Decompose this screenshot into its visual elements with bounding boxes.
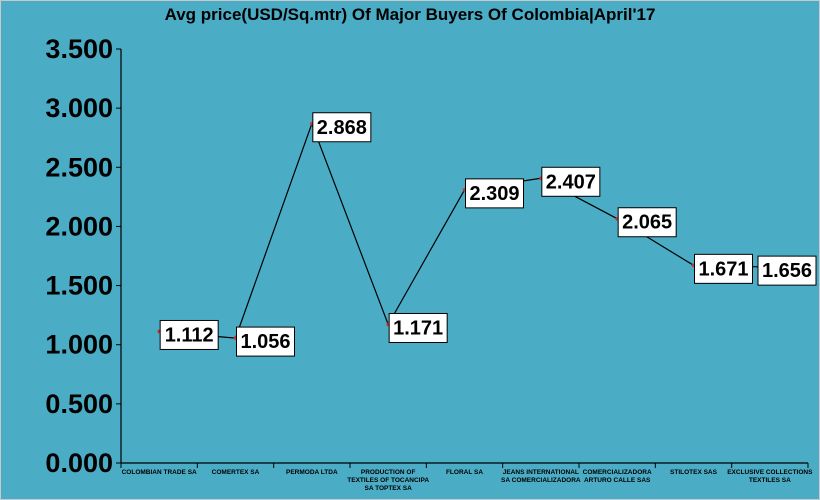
data-label: 2.065	[617, 207, 677, 238]
data-label-text: 1.171	[393, 317, 443, 339]
data-label-text: 1.056	[240, 331, 290, 353]
data-markers	[157, 121, 772, 340]
x-tick-label: EXCLUSIVE COLLECTIONS TEXTILES SA	[727, 469, 813, 484]
data-label-text: 1.112	[165, 324, 214, 346]
chart-title: Avg price(USD/Sq.mtr) Of Major Buyers Of…	[165, 5, 656, 24]
data-label-box	[757, 255, 817, 286]
data-label-text: 1.671	[698, 258, 748, 280]
y-tick-label: 0.500	[45, 389, 113, 419]
y-tick-label: 1.000	[45, 330, 113, 360]
y-tick-label: 1.500	[45, 271, 113, 301]
y-tick-label: 0.000	[45, 448, 113, 478]
data-label-text: 2.407	[546, 171, 596, 193]
axes	[120, 49, 808, 464]
data-label: 2.868	[312, 112, 372, 143]
y-tick-label: 2.500	[45, 152, 113, 182]
data-label-box	[312, 112, 372, 143]
x-tick-label: FLORAL SA	[446, 469, 483, 476]
data-label: 1.112	[159, 319, 219, 350]
x-tick-label: COLOMBIAN TRADE SA	[122, 469, 197, 476]
data-label-text: 2.065	[622, 212, 672, 234]
x-axis-ticks: COLOMBIAN TRADE SA COMERTEX SA PERMODA LTD…	[120, 463, 813, 492]
x-tick-label: STILOTEX SAS	[670, 469, 718, 476]
data-label: 2.407	[541, 166, 601, 197]
data-label: 2.309	[465, 178, 524, 209]
data-label-box	[236, 326, 295, 357]
data-label-box	[541, 166, 601, 197]
x-tick-label: PRODUCTION OF TEXTILES OF TOCANCIPA SA TOP…	[347, 469, 429, 492]
data-label-text: 1.656	[762, 260, 812, 282]
data-label-box	[617, 207, 677, 238]
data-label: 1.171	[388, 312, 448, 343]
y-tick-label: 3.000	[45, 93, 113, 123]
x-tick-label: COMERCIALIZADORA ARTURO CALLE SAS	[583, 469, 652, 484]
data-label-text: 2.309	[469, 183, 519, 205]
y-axis-ticks: 0.000 0.500 1.000 1.500 2.000 2.500 3.000 3.500	[45, 34, 121, 478]
data-label: 1.671	[694, 253, 753, 284]
x-tick-label: JEANS INTERNATIONAL SA COMERCIALIZADORA	[501, 469, 581, 484]
data-label: 1.656	[757, 255, 817, 286]
data-label-box	[465, 178, 524, 209]
series-line	[159, 122, 770, 339]
data-labels: 1.112 1.056 2.868 1.171 2.309 2.407 2.065 1.671…	[159, 112, 817, 357]
x-tick-label: COMERTEX SA	[212, 469, 260, 476]
data-label: 1.056	[236, 326, 295, 357]
y-tick-label: 3.500	[45, 34, 113, 64]
data-label-box	[159, 319, 219, 350]
data-label-box	[388, 312, 448, 343]
x-tick-label: PERMODA LTDA	[286, 469, 338, 476]
data-label-box	[694, 253, 753, 284]
data-label-text: 2.868	[317, 117, 367, 139]
y-tick-label: 2.000	[45, 211, 113, 241]
